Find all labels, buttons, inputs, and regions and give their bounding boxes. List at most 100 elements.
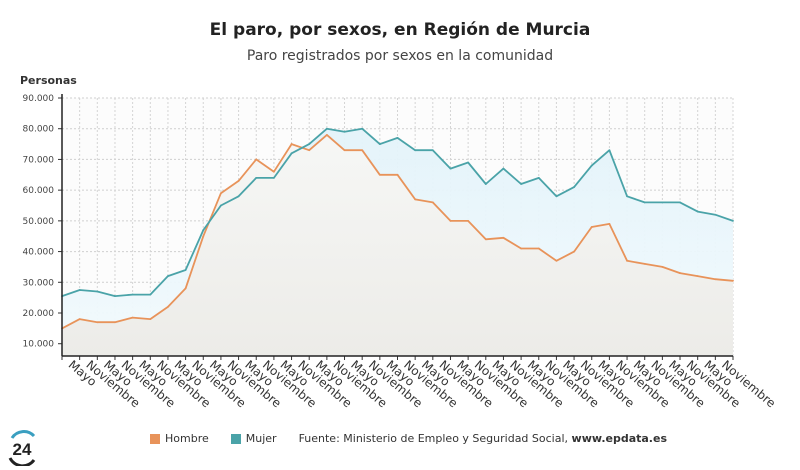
point-hombre bbox=[96, 321, 99, 324]
point-mujer bbox=[626, 195, 628, 198]
point-hombre bbox=[114, 321, 116, 324]
chart-subtitle: Paro registrados por sexos en la comunid… bbox=[246, 48, 554, 64]
point-mujer bbox=[414, 149, 417, 152]
point-hombre bbox=[78, 318, 81, 321]
point-hombre bbox=[325, 133, 328, 136]
point-mujer bbox=[290, 152, 293, 155]
point-hombre bbox=[502, 236, 505, 239]
y-tick-label: 10.000 bbox=[23, 340, 55, 350]
point-hombre bbox=[290, 143, 293, 145]
legend-swatch-mujer bbox=[230, 433, 241, 444]
point-mujer bbox=[573, 186, 575, 188]
point-mujer bbox=[661, 201, 664, 204]
point-hombre bbox=[679, 272, 681, 274]
point-hombre bbox=[573, 250, 575, 253]
point-mujer bbox=[361, 127, 364, 130]
legend-item-hombre: Hombre bbox=[150, 432, 209, 445]
point-mujer bbox=[114, 295, 116, 298]
point-mujer bbox=[220, 204, 222, 207]
point-mujer bbox=[714, 213, 717, 216]
point-mujer bbox=[202, 229, 205, 231]
legend-item-mujer: Mujer bbox=[230, 432, 277, 445]
point-hombre bbox=[220, 192, 222, 195]
y-tick-label: 40.000 bbox=[23, 248, 55, 258]
point-hombre bbox=[626, 259, 628, 262]
y-tick-label: 70.000 bbox=[23, 155, 55, 165]
epdata-logo: 24 bbox=[8, 430, 36, 466]
point-mujer bbox=[272, 176, 275, 179]
y-tick-label: 20.000 bbox=[23, 309, 55, 319]
point-mujer bbox=[449, 167, 452, 170]
point-mujer bbox=[255, 176, 258, 179]
point-hombre bbox=[272, 170, 275, 173]
point-mujer bbox=[343, 130, 346, 133]
point-mujer bbox=[131, 293, 134, 296]
point-mujer bbox=[149, 293, 152, 296]
point-mujer bbox=[643, 201, 646, 204]
chart-footer: Hombre Mujer Fuente: Ministerio de Emple… bbox=[150, 432, 667, 445]
source-note: Fuente: Ministerio de Empleo y Seguridad… bbox=[299, 432, 667, 445]
point-hombre bbox=[343, 149, 346, 152]
point-hombre bbox=[537, 247, 540, 250]
point-hombre bbox=[308, 149, 311, 152]
line-chart: 10.000 20.000 30.000 40.000 50.000 60.000 70.0… bbox=[23, 94, 778, 410]
point-mujer bbox=[378, 143, 381, 145]
point-hombre bbox=[167, 305, 169, 308]
point-hombre bbox=[661, 266, 664, 268]
point-hombre bbox=[714, 278, 717, 281]
y-tick-label: 90.000 bbox=[23, 94, 55, 104]
point-hombre bbox=[449, 219, 452, 222]
point-mujer bbox=[96, 290, 99, 293]
point-mujer bbox=[325, 127, 328, 130]
point-hombre bbox=[431, 201, 434, 204]
svg-text:24: 24 bbox=[13, 440, 32, 459]
chart-title: El paro, por sexos, en Región de Murcia bbox=[209, 20, 591, 40]
y-tick-label: 50.000 bbox=[23, 217, 55, 227]
y-tick-label: 80.000 bbox=[23, 125, 55, 135]
legend-swatch-hombre bbox=[150, 433, 160, 444]
point-hombre bbox=[361, 149, 364, 152]
point-mujer bbox=[608, 149, 611, 152]
area-hombre bbox=[62, 134, 733, 356]
point-hombre bbox=[520, 247, 523, 250]
point-mujer bbox=[484, 183, 487, 185]
point-mujer bbox=[237, 195, 240, 198]
point-hombre bbox=[131, 316, 134, 319]
legend-label: Mujer bbox=[245, 432, 277, 445]
point-mujer bbox=[696, 210, 699, 213]
point-hombre bbox=[555, 259, 558, 262]
point-mujer bbox=[184, 269, 187, 271]
point-hombre bbox=[149, 318, 152, 321]
point-mujer bbox=[679, 201, 681, 204]
source-link[interactable]: www.epdata.es bbox=[571, 432, 667, 445]
point-hombre bbox=[378, 173, 381, 176]
point-hombre bbox=[696, 275, 699, 278]
y-tick-label: 30.000 bbox=[23, 278, 55, 288]
point-mujer bbox=[467, 161, 470, 164]
point-mujer bbox=[167, 275, 169, 278]
point-hombre bbox=[643, 262, 646, 265]
y-axis-label: Personas bbox=[20, 74, 77, 87]
y-tick-label: 60.000 bbox=[23, 186, 55, 196]
point-hombre bbox=[396, 173, 399, 176]
point-mujer bbox=[396, 137, 399, 139]
source-text: Fuente: Ministerio de Empleo y Seguridad… bbox=[298, 432, 572, 445]
point-hombre bbox=[255, 158, 258, 161]
point-mujer bbox=[502, 167, 505, 170]
point-mujer bbox=[431, 149, 434, 152]
point-mujer bbox=[537, 176, 540, 179]
point-hombre bbox=[608, 223, 611, 225]
point-mujer bbox=[732, 219, 734, 222]
point-mujer bbox=[555, 195, 558, 198]
point-hombre bbox=[467, 219, 470, 222]
point-mujer bbox=[308, 143, 311, 145]
point-hombre bbox=[590, 226, 593, 228]
point-hombre bbox=[184, 287, 187, 290]
point-hombre bbox=[484, 238, 487, 241]
point-hombre bbox=[202, 235, 205, 238]
point-mujer bbox=[590, 164, 593, 167]
point-hombre bbox=[414, 198, 417, 201]
point-mujer bbox=[520, 183, 523, 185]
legend-label: Hombre bbox=[165, 432, 209, 445]
point-hombre bbox=[732, 279, 734, 282]
